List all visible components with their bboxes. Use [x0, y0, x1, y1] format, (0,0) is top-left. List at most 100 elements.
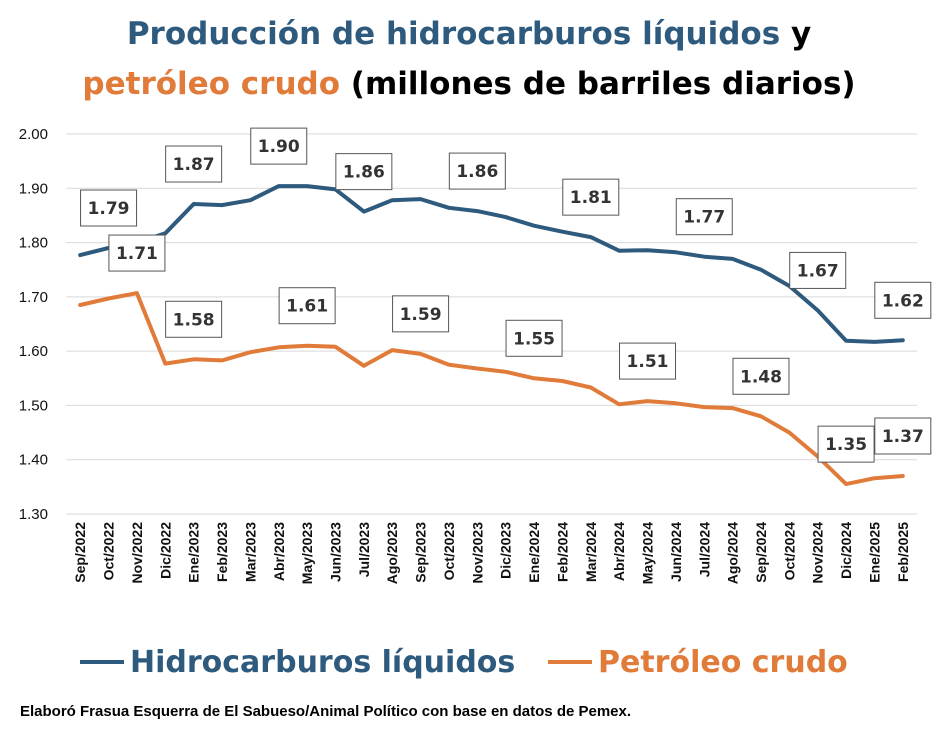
data-point [447, 206, 451, 210]
y-tick-label: 1.60 [19, 343, 48, 360]
data-point [560, 230, 564, 234]
data-point [901, 338, 905, 342]
data-label: 1.67 [797, 261, 839, 281]
x-tick-label: Sep/2023 [413, 522, 429, 583]
x-tick-label: Ene/2025 [866, 522, 882, 583]
x-tick-label: Ago/2024 [725, 522, 741, 584]
data-point [560, 379, 564, 383]
data-point [390, 198, 394, 202]
x-tick-label: Dic/2023 [498, 522, 514, 579]
data-point [872, 340, 876, 344]
x-tick-label: Nov/2024 [810, 522, 826, 584]
data-label-box [789, 251, 847, 289]
data-point [674, 250, 678, 254]
title-connector: y [780, 16, 812, 52]
legend-label-hidrocarburos: Hidrocarburos líquidos [130, 644, 516, 680]
data-point [107, 296, 111, 300]
data-point [617, 249, 621, 253]
data-point [220, 203, 224, 207]
x-tick-label: Sep/2024 [753, 522, 769, 583]
chart-title-line2: petróleo crudo (millones de barriles dia… [0, 64, 938, 104]
data-label: 1.79 [88, 199, 130, 219]
series-line-petroleo [78, 291, 905, 487]
data-point [333, 345, 337, 349]
data-point [390, 348, 394, 352]
data-point [277, 184, 281, 188]
x-tick-label: May/2024 [640, 522, 656, 584]
data-point [362, 210, 366, 214]
data-point [248, 350, 252, 354]
x-tick-label: Jun/2023 [327, 522, 343, 582]
data-point [759, 268, 763, 272]
legend-swatch-petroleo [548, 660, 592, 664]
data-point [192, 357, 196, 361]
data-point [759, 414, 763, 418]
data-label-box [619, 342, 677, 380]
x-tick-label: Mar/2024 [583, 522, 599, 582]
data-point [617, 402, 621, 406]
data-label-box [250, 127, 308, 165]
data-label: 1.81 [570, 188, 612, 208]
data-label-box [335, 153, 393, 191]
data-label-box [165, 300, 223, 338]
data-point [504, 370, 508, 374]
data-point [362, 364, 366, 368]
data-point [305, 344, 309, 348]
data-point [475, 209, 479, 213]
data-point [163, 362, 167, 366]
x-tick-label: Dic/2024 [838, 522, 854, 579]
data-point [532, 224, 536, 228]
legend-item-petroleo: Petróleo crudo [548, 640, 848, 684]
data-point [532, 376, 536, 380]
title-units: (millones de barriles diarios) [340, 66, 856, 102]
data-label-box [278, 287, 336, 325]
data-label-box [874, 417, 932, 455]
data-label-box [874, 281, 932, 319]
data-label: 1.86 [343, 163, 385, 183]
data-point [702, 405, 706, 409]
data-label-box [392, 295, 450, 333]
x-tick-label: Dic/2022 [157, 522, 173, 579]
legend-item-hidrocarburos: Hidrocarburos líquidos [80, 640, 515, 684]
data-point [419, 197, 423, 201]
data-point [731, 406, 735, 410]
x-tick-label: Mar/2023 [242, 522, 258, 582]
data-point [78, 253, 82, 257]
data-point [248, 198, 252, 202]
y-tick-label: 1.30 [19, 506, 48, 523]
y-tick-label: 1.50 [19, 397, 48, 414]
data-point [702, 255, 706, 259]
x-tick-label: Jun/2024 [668, 522, 684, 582]
chart-title-line1: Producción de hidrocarburos líquidos y [0, 14, 938, 54]
data-point [787, 431, 791, 435]
data-point [589, 235, 593, 239]
x-tick-label: Oct/2024 [781, 522, 797, 581]
x-tick-label: Ago/2023 [384, 522, 400, 584]
data-label: 1.71 [116, 244, 158, 264]
data-label-box [562, 178, 620, 216]
data-label: 1.86 [456, 162, 498, 182]
x-tick-label: Jul/2024 [696, 522, 712, 577]
x-tick-label: May/2023 [299, 522, 315, 584]
data-label: 1.87 [173, 155, 215, 175]
data-label-box [505, 319, 563, 357]
data-point [674, 401, 678, 405]
legend-label-petroleo: Petróleo crudo [598, 644, 848, 680]
data-point [419, 352, 423, 356]
title-petroleo: petróleo crudo [82, 66, 341, 102]
x-tick-label: Ene/2023 [186, 522, 202, 583]
y-tick-label: 1.40 [19, 452, 48, 469]
data-label: 1.51 [627, 352, 669, 372]
x-tick-label: Abr/2023 [271, 522, 287, 581]
x-tick-label: Abr/2024 [611, 522, 627, 581]
data-label-box [165, 145, 223, 183]
x-tick-label: Nov/2023 [469, 522, 485, 584]
x-tick-label: Feb/2025 [895, 522, 911, 582]
y-tick-label: 2.00 [19, 126, 48, 143]
data-point [844, 339, 848, 343]
data-label-box [448, 152, 506, 190]
data-point [305, 184, 309, 188]
data-point [192, 202, 196, 206]
y-tick-label: 1.70 [19, 289, 48, 306]
